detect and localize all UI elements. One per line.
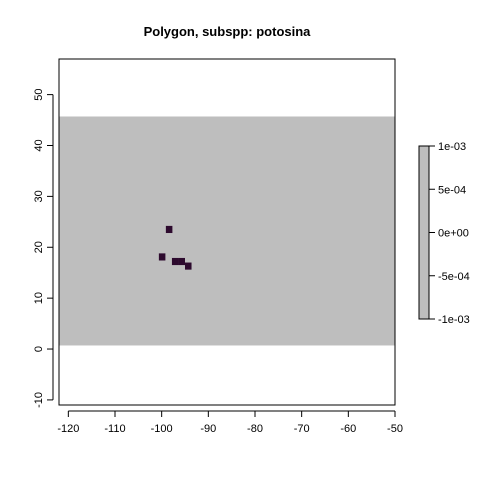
raster-layer (59, 116, 395, 346)
y-tick-label: 40 (33, 139, 45, 151)
y-tick-label: 20 (33, 241, 45, 253)
presence-cell-1 (165, 225, 173, 234)
x-tick-label: -50 (387, 423, 403, 435)
y-tick-label: 50 (33, 88, 45, 100)
plot-title: Polygon, subspp: potosina (144, 24, 312, 39)
x-tick-label: -80 (247, 423, 263, 435)
y-tick-label: -10 (33, 392, 45, 408)
x-tick-label: -70 (294, 423, 310, 435)
x-tick-label: -90 (200, 423, 216, 435)
legend-tick-label: 1e-03 (438, 141, 466, 153)
legend-tick-label: -1e-03 (438, 314, 470, 326)
presence-cell-5 (185, 262, 192, 270)
x-tick-label: -110 (104, 423, 125, 435)
legend-tick-label: 0e+00 (438, 228, 469, 240)
x-tick-label: -120 (57, 423, 79, 435)
legend-tick-label: 5e-04 (438, 184, 466, 196)
legend: 1e-03 5e-04 0e+00 -5e-04 -1e-03 (418, 141, 470, 326)
y-tick-label: 10 (33, 292, 45, 304)
legend-colorbar (418, 145, 430, 320)
y-axis: -10 0 10 20 30 40 50 (33, 88, 54, 408)
x-axis: -120 -110 -100 -90 -80 -70 -60 -50 (57, 410, 403, 435)
y-tick-label: 0 (33, 346, 45, 352)
presence-cell-3 (171, 257, 179, 266)
y-tick-label: 30 (33, 190, 45, 202)
legend-ticks: 1e-03 5e-04 0e+00 -5e-04 -1e-03 (429, 141, 470, 326)
plot-frame (58, 58, 396, 406)
raster-background (59, 116, 395, 346)
x-tick-label: -60 (340, 423, 356, 435)
presence-cell-4 (178, 257, 185, 266)
legend-tick-label: -5e-04 (438, 271, 470, 283)
presence-cell-2 (158, 253, 166, 261)
x-tick-label: -100 (151, 423, 173, 435)
